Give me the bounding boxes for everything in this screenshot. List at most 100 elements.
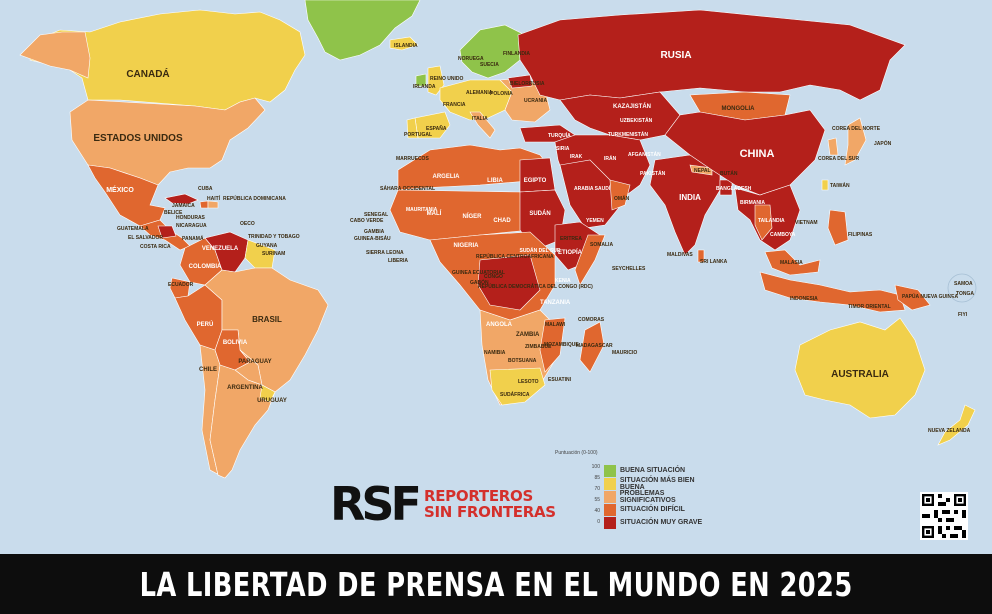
label-bielorrusia: BIELORRUSIA — [510, 81, 545, 87]
label-rusia: RUSIA — [660, 50, 691, 61]
label-egipto: EGIPTO — [524, 178, 547, 184]
country-uruguay[interactable] — [259, 384, 276, 403]
label-sudan: SUDÁN — [529, 210, 550, 217]
country-europa-occidental[interactable] — [439, 79, 513, 121]
country-rep-dom[interactable] — [207, 200, 219, 209]
country-malasia[interactable] — [764, 249, 821, 276]
country-madagascar[interactable] — [579, 321, 605, 373]
rsf-logo-mark: RSF — [330, 477, 422, 531]
country-china[interactable] — [664, 109, 826, 196]
label-comoras: COMORAS — [578, 317, 605, 323]
label-angola: ANGOLA — [486, 322, 513, 328]
label-samoa: SAMOA — [954, 281, 973, 287]
country-arabia[interactable] — [559, 159, 626, 229]
country-filipinas[interactable] — [827, 209, 849, 246]
country-bielorrusia[interactable] — [507, 74, 533, 89]
label-madagascar: MADAGASCAR — [576, 343, 613, 349]
country-usa-alaska[interactable] — [19, 31, 91, 79]
qr-code[interactable] — [920, 492, 968, 540]
label-islandia: ISLANDIA — [394, 43, 418, 49]
legend-item: BUENA SITUACIÓN — [604, 464, 720, 477]
country-portugal[interactable] — [406, 117, 419, 139]
label-indonesia: INDONESIA — [790, 296, 818, 302]
label-rep-dom: REPÚBLICA DOMINICANA — [223, 195, 286, 202]
country-haiti[interactable] — [199, 200, 209, 209]
legend-items: BUENA SITUACIÓN SITUACIÓN MÁS BIEN BUENA… — [604, 464, 720, 529]
label-brasil: BRASIL — [252, 315, 282, 324]
country-groenlandia[interactable] — [304, 0, 421, 61]
country-sudafrica[interactable] — [489, 367, 546, 406]
label-el-salvador: EL SALVADOR — [128, 235, 163, 241]
legend-scale-value: 70 — [594, 486, 600, 492]
label-oecs: OECO — [240, 221, 255, 227]
label-belice: BELICE — [164, 210, 183, 216]
label-zambia: ZAMBIA — [516, 332, 540, 338]
page-title: LA LIBERTAD DE PRENSA EN EL MUNDO EN 202… — [139, 564, 853, 604]
label-sri-lanka: SRI LANKA — [700, 259, 728, 265]
label-bangladesh: BANGLADESH — [716, 186, 752, 192]
label-niger: NÍGER — [462, 212, 482, 220]
label-somalia: SOMALIA — [590, 242, 613, 248]
country-canada[interactable] — [29, 9, 306, 111]
country-australia[interactable] — [794, 317, 926, 419]
label-venezuela: VENEZUELA — [202, 246, 239, 252]
country-mozambique[interactable] — [539, 317, 566, 373]
label-italia: ITALIA — [472, 116, 488, 122]
legend-swatch — [604, 477, 616, 490]
rsf-logo[interactable]: RSF REPORTEROS SIN FRONTERAS — [330, 480, 556, 528]
country-indonesia[interactable] — [759, 271, 906, 313]
rsf-logo-line1: REPORTEROS — [423, 487, 533, 505]
label-nicaragua: NICARAGUA — [176, 223, 207, 229]
country-escandinavia[interactable] — [459, 24, 526, 79]
country-nueva-zelanda[interactable] — [937, 404, 976, 446]
country-islandia[interactable] — [389, 36, 419, 51]
country-tailandia[interactable] — [754, 204, 773, 241]
label-libia: LIBIA — [487, 178, 503, 184]
country-nepal[interactable] — [689, 164, 713, 176]
label-oman: OMÁN — [614, 195, 630, 202]
label-mexico: MÉXICO — [106, 185, 134, 194]
label-corea-sur: COREA DEL SUR — [818, 156, 860, 162]
country-irlanda[interactable] — [415, 73, 427, 87]
label-haiti: HAITÍ — [207, 194, 221, 202]
legend-swatch — [604, 503, 616, 516]
label-uzbekistan: UZBEKISTÁN — [620, 117, 653, 124]
label-australia: AUSTRALIA — [831, 369, 889, 380]
country-rdc[interactable] — [477, 254, 541, 311]
country-japon[interactable] — [844, 117, 867, 166]
label-afganistan: AFGANISTÁN — [628, 151, 661, 158]
country-png[interactable] — [894, 284, 931, 311]
label-vietnam: VIETNAM — [795, 220, 818, 226]
label-finlandia: FINLANDIA — [503, 51, 530, 57]
country-venezuela[interactable] — [204, 231, 249, 273]
pacific-islands-circle — [947, 273, 977, 303]
legend-label: SITUACIÓN MÁS BIEN BUENA — [619, 476, 695, 491]
label-surinam: SURINAM — [262, 251, 285, 257]
legend-swatch — [604, 464, 616, 477]
label-malasia: MALASIA — [780, 260, 803, 266]
country-cuba[interactable] — [164, 193, 199, 205]
country-corea[interactable] — [827, 137, 839, 156]
country-somalia[interactable] — [574, 234, 606, 286]
country-egipto[interactable] — [519, 157, 556, 193]
country-nicaragua[interactable] — [157, 225, 177, 239]
label-nueva-zelanda: NUEVA ZELANDA — [928, 428, 971, 434]
legend-label: PROBLEMAS SIGNIFICATIVOS — [619, 489, 676, 504]
legend-item: SITUACIÓN MUY GRAVE — [604, 516, 720, 529]
country-mexico[interactable] — [87, 164, 166, 227]
country-sri-lanka[interactable] — [697, 249, 705, 263]
label-mauricio: MAURICIO — [612, 350, 637, 356]
legend-item: SITUACIÓN DIFÍCIL — [604, 503, 720, 516]
country-argentina[interactable] — [209, 364, 276, 479]
country-oman[interactable] — [609, 179, 631, 211]
legend-scale-value: 40 — [594, 508, 600, 514]
label-birmania: BIRMANIA — [740, 200, 765, 206]
country-rusia[interactable] — [517, 9, 906, 101]
label-mongolia: MONGOLIA — [722, 106, 756, 112]
label-sahara: SÁHARA OCCIDENTAL — [380, 185, 435, 192]
country-taiwan[interactable] — [821, 179, 829, 191]
country-italia[interactable] — [469, 111, 496, 139]
legend-scale-value: 0 — [597, 519, 600, 525]
label-paraguay: PARAGUAY — [238, 359, 271, 365]
legend-scale-value: 100 — [591, 464, 600, 470]
